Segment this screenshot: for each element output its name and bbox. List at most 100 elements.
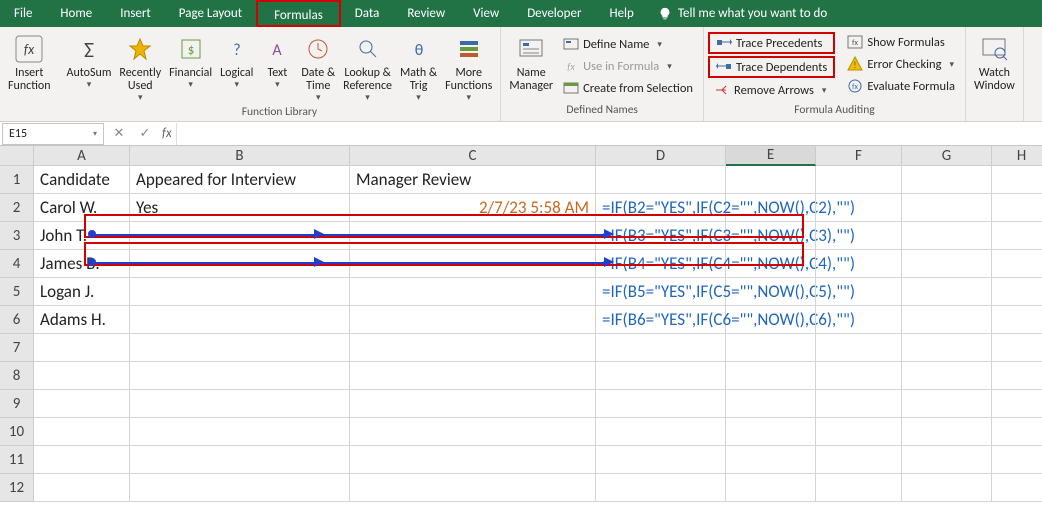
cell[interactable] [816,194,902,222]
cell[interactable] [726,446,816,474]
cell[interactable] [902,390,992,418]
cell[interactable] [596,390,726,418]
cell[interactable] [902,194,992,222]
cell[interactable] [596,362,726,390]
cell[interactable] [726,362,816,390]
cell[interactable] [596,334,726,362]
error-checking-button[interactable]: !Error Checking ▾ [841,53,961,75]
cell[interactable]: Manager Review [350,166,596,194]
formula-input[interactable] [176,123,1042,145]
cell[interactable] [350,418,596,446]
cell[interactable] [992,306,1042,334]
tab-page-layout[interactable]: Page Layout [165,0,256,27]
cell[interactable] [902,362,992,390]
row-header[interactable]: 8 [0,362,34,390]
cell[interactable] [816,306,902,334]
cell[interactable] [992,250,1042,278]
tab-review[interactable]: Review [393,0,459,27]
create-from-selection-button[interactable]: Create from Selection [557,77,699,99]
cell[interactable] [992,390,1042,418]
row-header[interactable]: 4 [0,250,34,278]
cell[interactable] [130,474,350,502]
cell[interactable] [350,306,596,334]
cell[interactable] [34,334,130,362]
cell[interactable] [596,474,726,502]
name-box[interactable]: E15▾ [2,123,104,145]
cell[interactable]: =IF(B3="YES",IF(C3="",NOW(),C3),"") [596,222,726,250]
cell[interactable]: Yes [130,194,350,222]
cancel-formula-button[interactable]: ✕ [106,126,132,141]
cell[interactable] [130,418,350,446]
tab-data[interactable]: Data [341,0,394,27]
col-header[interactable]: C [350,146,596,166]
cell[interactable] [992,222,1042,250]
cell[interactable] [992,334,1042,362]
cell[interactable] [350,334,596,362]
row-header[interactable]: 11 [0,446,34,474]
insert-function-button[interactable]: fx Insert Function [4,29,55,101]
cell[interactable] [726,474,816,502]
cell[interactable] [130,334,350,362]
cell[interactable] [350,278,596,306]
tab-help[interactable]: Help [595,0,647,27]
cell[interactable] [350,222,596,250]
cell[interactable] [902,446,992,474]
cell[interactable]: Appeared for Interview [130,166,350,194]
cell[interactable] [992,194,1042,222]
col-header[interactable]: D [596,146,726,166]
cell[interactable] [902,222,992,250]
cell[interactable] [350,390,596,418]
cell[interactable] [726,278,816,306]
cell[interactable] [350,474,596,502]
col-header[interactable]: F [816,146,902,166]
col-header[interactable]: G [902,146,992,166]
cell[interactable] [816,446,902,474]
cell[interactable]: John T. [34,222,130,250]
remove-arrows-button[interactable]: Remove Arrows ▾ [708,79,835,101]
row-header[interactable]: 5 [0,278,34,306]
cell[interactable] [726,250,816,278]
cell[interactable]: =IF(B2="YES",IF(C2="",NOW(),C2),"") [596,194,726,222]
tab-developer[interactable]: Developer [513,0,595,27]
row-header[interactable]: 2 [0,194,34,222]
row-header[interactable]: 9 [0,390,34,418]
cell[interactable] [992,278,1042,306]
cell[interactable] [816,390,902,418]
cell[interactable]: =IF(B4="YES",IF(C4="",NOW(),C4),"") [596,250,726,278]
lookup-reference-button[interactable]: Lookup & Reference▾ [339,29,396,103]
cell[interactable] [816,166,902,194]
recently-used-button[interactable]: Recently Used▾ [115,29,165,103]
cell[interactable] [816,250,902,278]
row-header[interactable]: 6 [0,306,34,334]
more-functions-button[interactable]: More Functions▾ [441,29,496,103]
cell[interactable] [726,306,816,334]
tab-file[interactable]: File [0,0,46,27]
cell[interactable]: Candidate [34,166,130,194]
cell[interactable] [596,166,726,194]
cell[interactable]: Carol W. [34,194,130,222]
col-header[interactable]: E [726,146,816,166]
cell[interactable]: =IF(B6="YES",IF(C6="",NOW(),C6),"") [596,306,726,334]
cell[interactable] [902,418,992,446]
row-header[interactable]: 12 [0,474,34,502]
cell[interactable] [992,362,1042,390]
cell[interactable] [130,222,350,250]
watch-window-button[interactable]: Watch Window [970,29,1019,101]
cell[interactable]: Logan J. [34,278,130,306]
cell[interactable] [130,306,350,334]
financial-button[interactable]: $Financial▾ [165,29,216,103]
row-header[interactable]: 7 [0,334,34,362]
cell[interactable] [816,474,902,502]
row-header[interactable]: 1 [0,166,34,194]
cell[interactable] [902,166,992,194]
cell[interactable] [130,250,350,278]
cell[interactable] [350,250,596,278]
col-header[interactable]: A [34,146,130,166]
show-formulas-button[interactable]: fxShow Formulas [841,31,961,53]
col-header[interactable]: B [130,146,350,166]
text-button[interactable]: AText▾ [257,29,297,103]
cell[interactable] [726,194,816,222]
cell[interactable] [596,446,726,474]
math-trig-button[interactable]: θMath & Trig▾ [396,29,441,103]
cell[interactable]: Adams H. [34,306,130,334]
